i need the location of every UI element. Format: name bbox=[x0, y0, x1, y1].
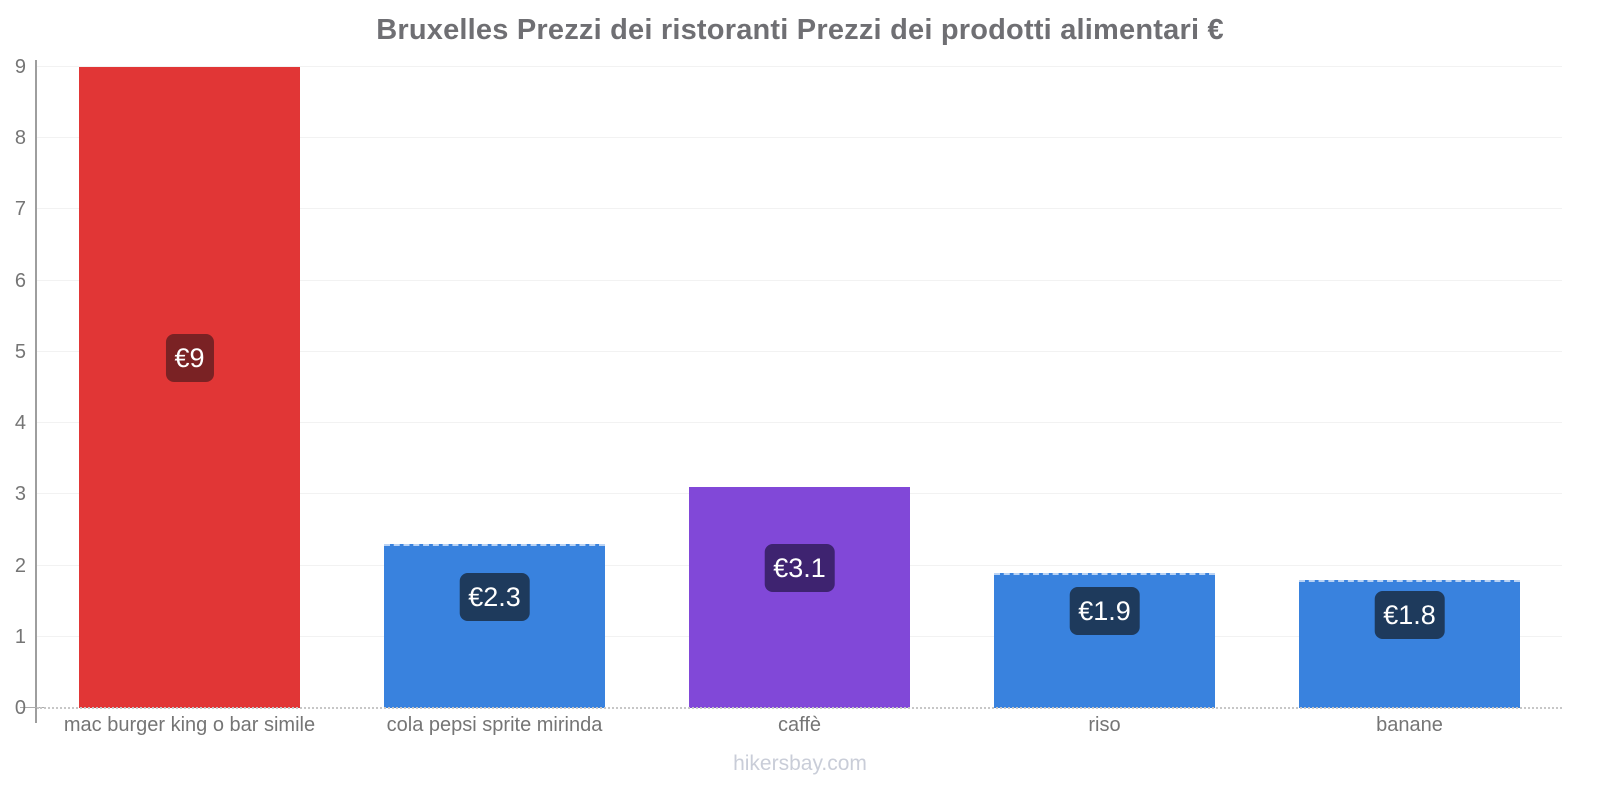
chart-title: Bruxelles Prezzi dei ristoranti Prezzi d… bbox=[376, 14, 1224, 46]
value-badge-5: €1.8 bbox=[1374, 590, 1445, 639]
y-tick-label-5: 5 bbox=[14, 340, 26, 363]
bar-5: €1.8 bbox=[1298, 579, 1521, 708]
x-axis-baseline bbox=[37, 707, 1562, 709]
value-badge-2: €2.3 bbox=[459, 573, 530, 622]
zero-tick-mark bbox=[20, 707, 46, 708]
y-tick-label-4: 4 bbox=[14, 412, 26, 435]
x-axis-labels: mac burger king o bar simile cola pepsi s… bbox=[37, 714, 1562, 737]
gridline-8 bbox=[37, 137, 1562, 139]
gridline-7 bbox=[37, 208, 1562, 210]
y-tick-label-7: 7 bbox=[14, 198, 26, 221]
bar-2: €2.3 bbox=[383, 544, 606, 708]
gridline-9 bbox=[37, 66, 1562, 67]
x-axis-label-3: caffè bbox=[778, 714, 821, 736]
value-badge-4: €1.9 bbox=[1069, 587, 1140, 636]
gridline-5 bbox=[37, 350, 1562, 352]
bar-slot-1: €9 bbox=[37, 67, 342, 708]
bar-4: €1.9 bbox=[993, 572, 1216, 708]
y-tick-label-6: 6 bbox=[14, 269, 26, 292]
plot-area: €9 €2.3 €3.1 €1.9 €1.8 0 1 2 3 4 5 6 7 8 9 bbox=[15, 57, 1562, 723]
x-axis-label-5: banane bbox=[1376, 714, 1443, 736]
x-axis-label-4: riso bbox=[1088, 714, 1121, 736]
y-tick-label-2: 2 bbox=[14, 554, 26, 577]
x-axis-label-2: cola pepsi sprite mirinda bbox=[386, 714, 603, 736]
y-tick-label-1: 1 bbox=[14, 625, 26, 648]
bar-slot-4: €1.9 bbox=[952, 67, 1257, 708]
watermark: hikersbay.com bbox=[733, 752, 867, 775]
bar-3: €3.1 bbox=[688, 487, 911, 708]
gridline-6 bbox=[37, 279, 1562, 281]
y-tick-label-3: 3 bbox=[14, 483, 26, 506]
bar-slot-3: €3.1 bbox=[647, 67, 952, 708]
y-axis-line bbox=[35, 60, 37, 723]
y-tick-label-0: 0 bbox=[14, 697, 26, 719]
x-axis-label-1: mac burger king o bar simile bbox=[63, 714, 316, 736]
gridline-4 bbox=[37, 422, 1562, 424]
value-badge-1: €9 bbox=[165, 333, 214, 382]
value-badge-3: €3.1 bbox=[764, 543, 835, 592]
y-tick-label-9: 9 bbox=[14, 56, 26, 78]
bar-slot-2: €2.3 bbox=[342, 67, 647, 708]
y-tick-label-8: 8 bbox=[14, 127, 26, 150]
bar-1: €9 bbox=[78, 67, 301, 708]
bar-slot-5: €1.8 bbox=[1257, 67, 1562, 708]
bars-container: €9 €2.3 €3.1 €1.9 €1.8 bbox=[37, 67, 1562, 708]
